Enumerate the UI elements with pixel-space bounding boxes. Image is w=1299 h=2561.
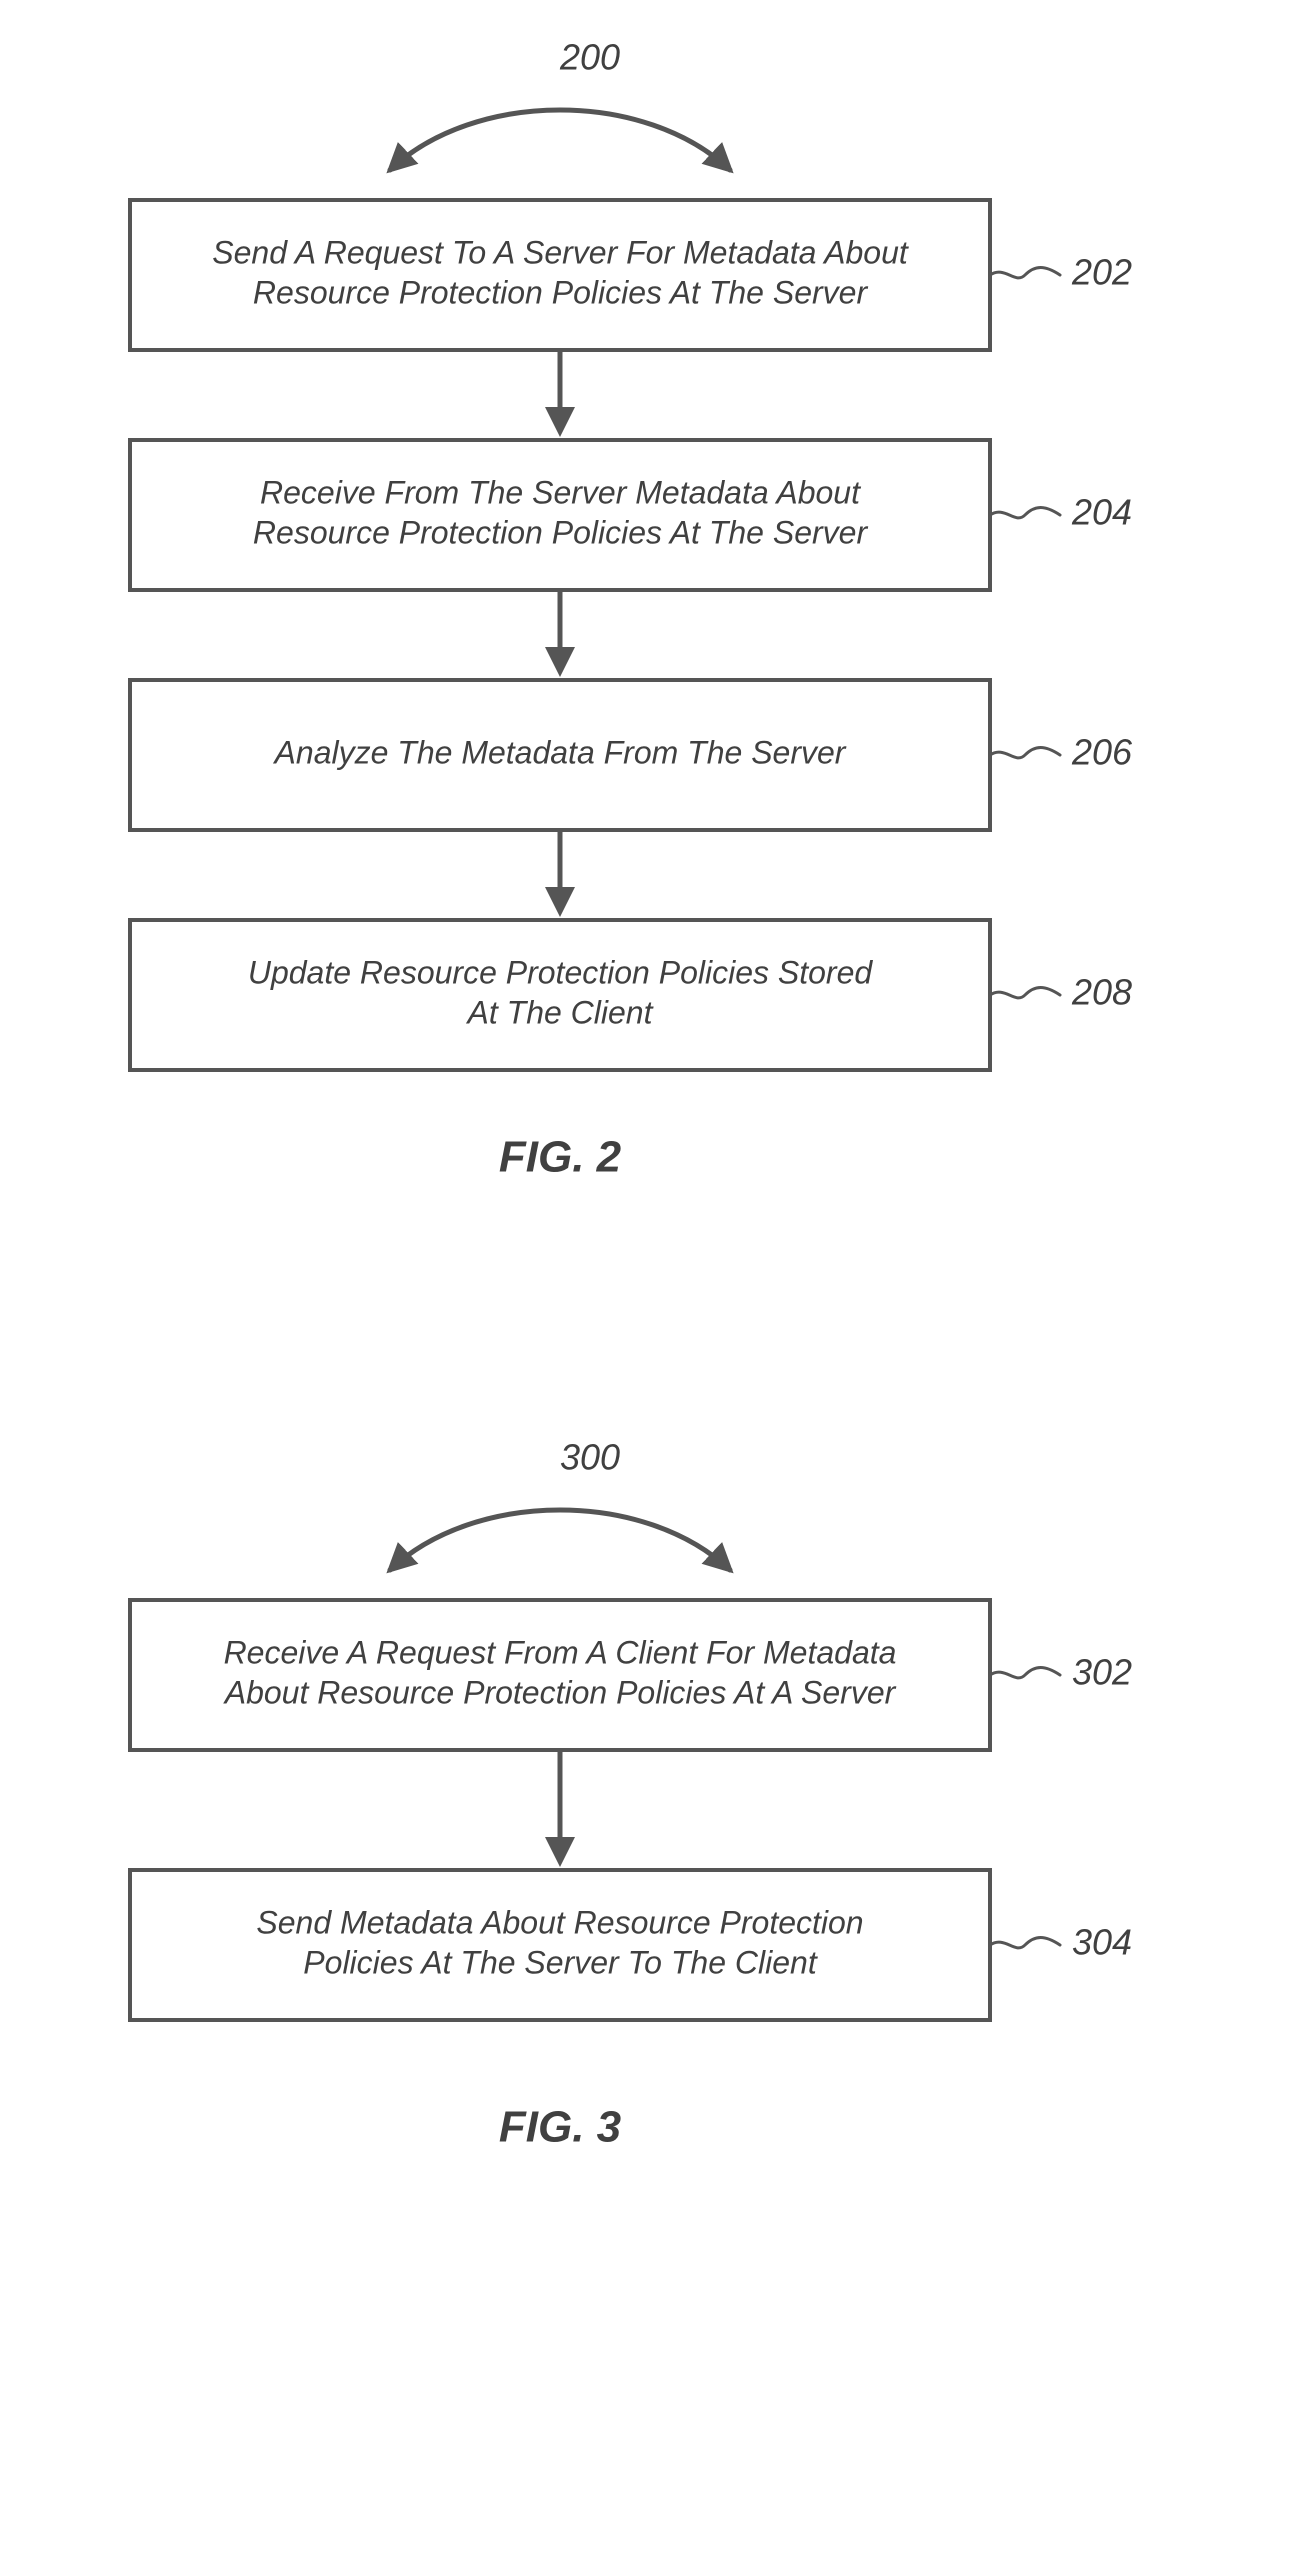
- flow-box-text: Resource Protection Policies At The Serv…: [253, 274, 869, 310]
- ref-label: 302: [1072, 1652, 1132, 1693]
- figure-ref: 300: [560, 1437, 620, 1478]
- flow-box-text: At The Client: [466, 994, 654, 1030]
- ref-label: 304: [1072, 1922, 1132, 1963]
- flow-box-text: Update Resource Protection Policies Stor…: [248, 954, 874, 990]
- flow-box-text: About Resource Protection Policies At A …: [223, 1674, 897, 1710]
- flow-box-text: Send A Request To A Server For Metadata …: [212, 234, 909, 270]
- ref-label: 208: [1071, 972, 1132, 1013]
- flow-box-text: Analyze The Metadata From The Server: [273, 734, 847, 770]
- flow-box-text: Receive A Request From A Client For Meta…: [224, 1634, 897, 1670]
- flow-box-text: Policies At The Server To The Client: [303, 1944, 818, 1980]
- ref-label: 202: [1071, 252, 1132, 293]
- flow-box-text: Receive From The Server Metadata About: [260, 474, 861, 510]
- flow-box-text: Resource Protection Policies At The Serv…: [253, 514, 869, 550]
- figure-ref: 200: [559, 37, 620, 78]
- ref-label: 206: [1071, 732, 1133, 773]
- ref-label: 204: [1071, 492, 1132, 533]
- figure-caption: FIG. 3: [499, 2103, 621, 2152]
- flow-box-text: Send Metadata About Resource Protection: [256, 1904, 863, 1940]
- figure-caption: FIG. 2: [499, 1133, 622, 1182]
